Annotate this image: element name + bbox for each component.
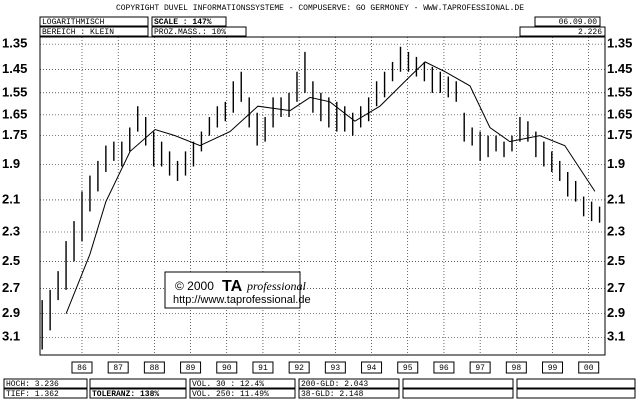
x-tick-box [505, 361, 527, 374]
y-tick-label: 3.1 [2, 329, 20, 344]
x-tick-box [433, 361, 455, 374]
y-tick-label: 2.5 [2, 253, 20, 268]
x-tick-label: 96 [439, 364, 449, 373]
x-tick-box [216, 361, 238, 374]
header-box [151, 26, 247, 37]
y-tick-label: 1.9 [607, 156, 625, 171]
date: 06.09.00 [559, 18, 598, 27]
header-box [519, 26, 606, 37]
x-tick-box [361, 361, 383, 374]
y-tick-label: 1.35 [607, 36, 632, 51]
y-tick-label: 1.55 [607, 84, 632, 99]
percent: PROZ.MASS.: 10% [154, 28, 226, 37]
y-tick-label: 2.3 [2, 223, 20, 238]
x-tick-label: 91 [258, 364, 268, 373]
y-tick-label: 1.65 [2, 106, 27, 121]
x-tick-label: 97 [475, 364, 485, 373]
watermark-copyright: © 2000 [175, 279, 214, 293]
footer-vol250: VOL. 250: 11.49% [192, 390, 269, 399]
watermark-url: http://www.taprofessional.de [173, 294, 311, 306]
y-tick-label: 3.1 [607, 329, 625, 344]
x-tick-label: 90 [222, 364, 232, 373]
x-tick-box [397, 361, 419, 374]
y-tick-label: 2.5 [607, 253, 625, 268]
last-value: 2.226 [578, 28, 602, 37]
footer-vol30: VOL. 30 : 12.4% [192, 380, 264, 389]
y-tick-label: 2.9 [2, 305, 20, 320]
y-tick-label: 1.65 [607, 106, 632, 121]
x-tick-label: 92 [294, 364, 304, 373]
footer-box [402, 388, 514, 399]
footer-tolerance: TOLERANZ: 138% [92, 390, 159, 399]
x-tick-label: 99 [548, 364, 558, 373]
scale-type: LOGARITHMISCH [42, 18, 105, 27]
x-tick-box [180, 361, 202, 374]
x-tick-box [469, 361, 491, 374]
x-tick-box [71, 361, 93, 374]
footer-box [89, 388, 187, 399]
x-tick-label: 88 [150, 364, 160, 373]
footer-gld38: 38-GLD: 2.148 [301, 390, 364, 399]
watermark-box [164, 271, 301, 309]
scale: SCALE : 147% [154, 18, 212, 27]
y-tick-label: 2.1 [2, 191, 20, 206]
y-tick-label: 2.3 [607, 223, 625, 238]
header-box [39, 16, 149, 27]
y-tick-label: 1.9 [2, 156, 20, 171]
footer-box [402, 378, 514, 389]
y-tick-label: 1.45 [607, 61, 632, 76]
x-tick-label: 87 [113, 364, 123, 373]
x-tick-label: 89 [186, 364, 196, 373]
plot [40, 37, 605, 355]
y-tick-label: 2.7 [607, 280, 625, 295]
x-tick-box [143, 361, 165, 374]
footer-box [3, 378, 88, 389]
footer-high: HOCH: 3.236 [6, 380, 59, 389]
x-tick-label: 86 [77, 364, 87, 373]
y-tick-label: 1.55 [2, 84, 27, 99]
y-tick-label: 2.9 [607, 305, 625, 320]
header-box [534, 16, 601, 27]
x-tick-box [252, 361, 274, 374]
footer-box [189, 378, 296, 389]
y-tick-label: 1.75 [607, 127, 632, 142]
x-tick-label: 94 [367, 364, 377, 373]
footer-gld200: 200-GLD: 2.043 [301, 380, 368, 389]
plot-frame [39, 36, 606, 356]
y-tick-label: 2.1 [607, 191, 625, 206]
y-tick-label: 1.35 [2, 36, 27, 51]
x-tick-label: 95 [403, 364, 413, 373]
y-tick-label: 2.7 [2, 280, 20, 295]
x-tick-label: 98 [512, 364, 522, 373]
x-tick-box [288, 361, 310, 374]
x-tick-box [578, 361, 600, 374]
header-box [39, 26, 149, 37]
moving-average [65, 61, 596, 314]
footer-box [3, 388, 88, 399]
footer-box [189, 388, 296, 399]
watermark-brand: TA [222, 278, 243, 295]
footer-box [516, 378, 636, 389]
x-tick-box [324, 361, 346, 374]
footer-low: TIEF: 1.362 [6, 390, 59, 399]
footer-box [89, 378, 187, 389]
y-tick-label: 1.45 [2, 61, 27, 76]
range: BEREICH : KLEIN [42, 28, 114, 37]
watermark-brand-suffix: professional [246, 279, 307, 293]
x-tick-box [542, 361, 564, 374]
footer-box [298, 378, 400, 389]
x-tick-label: 00 [584, 364, 594, 373]
footer-box [298, 388, 400, 399]
y-tick-label: 1.75 [2, 127, 27, 142]
header-box [151, 16, 227, 27]
footer-box [516, 388, 636, 399]
x-tick-label: 93 [331, 364, 341, 373]
x-tick-box [107, 361, 129, 374]
copyright: COPYRIGHT DUVEL INFORMATIONSSYSTEME - CO… [116, 4, 524, 13]
